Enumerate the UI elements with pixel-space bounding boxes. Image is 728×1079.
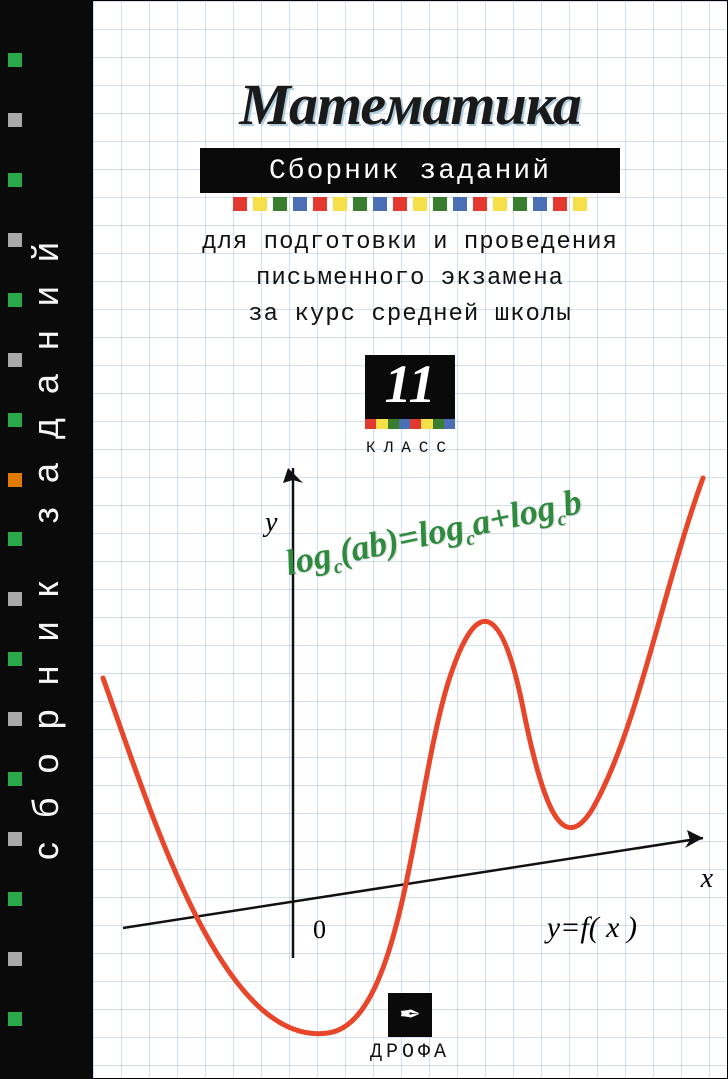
cover-content: Математика Сборник заданий для подготовк… xyxy=(93,1,727,1078)
publisher-block: ✒ ДРОФА xyxy=(370,993,450,1064)
grade-color-cell xyxy=(365,419,376,429)
cover-page: Математика Сборник заданий для подготовк… xyxy=(92,0,728,1079)
grade-color-cell xyxy=(410,419,421,429)
color-square xyxy=(333,197,347,211)
spine-square xyxy=(8,532,22,546)
color-square xyxy=(533,197,547,211)
color-square xyxy=(413,197,427,211)
color-square xyxy=(353,197,367,211)
grade-label: КЛАСС xyxy=(365,439,455,457)
spine-square xyxy=(8,832,22,846)
grade-color-row xyxy=(365,419,455,429)
function-label: y=f( x ) xyxy=(547,911,637,945)
color-square xyxy=(493,197,507,211)
spine-square xyxy=(8,1012,22,1026)
color-square xyxy=(253,197,267,211)
spine-color-squares xyxy=(8,0,22,1079)
spine-square xyxy=(8,772,22,786)
spine-square xyxy=(8,473,22,487)
publisher-name: ДРОФА xyxy=(370,1041,450,1064)
spine-square xyxy=(8,652,22,666)
main-title: Математика xyxy=(93,71,727,138)
subtitle-color-squares xyxy=(200,197,620,211)
desc-line-3: за курс средней школы xyxy=(93,297,727,333)
description-text: для подготовки и проведения письменного … xyxy=(93,225,727,333)
grade-color-cell xyxy=(421,419,432,429)
y-axis-label: y xyxy=(265,507,277,539)
grade-number: 11 xyxy=(365,355,455,419)
spine-square xyxy=(8,952,22,966)
color-square xyxy=(393,197,407,211)
x-axis-label: x xyxy=(701,863,713,895)
origin-label: 0 xyxy=(313,915,326,945)
publisher-logo-icon: ✒ xyxy=(388,993,432,1037)
grade-color-cell xyxy=(388,419,399,429)
color-square xyxy=(453,197,467,211)
color-square xyxy=(313,197,327,211)
color-square xyxy=(473,197,487,211)
color-square xyxy=(373,197,387,211)
spine-square xyxy=(8,353,22,367)
spine-square xyxy=(8,173,22,187)
color-square xyxy=(273,197,287,211)
spine-title: сборник заданий xyxy=(25,218,67,860)
spine-square xyxy=(8,293,22,307)
desc-line-1: для подготовки и проведения xyxy=(93,225,727,261)
spine-square xyxy=(8,53,22,67)
grade-color-cell xyxy=(433,419,444,429)
color-square xyxy=(233,197,247,211)
color-square xyxy=(293,197,307,211)
grade-badge: 11 КЛАСС xyxy=(365,355,455,457)
color-square xyxy=(513,197,527,211)
spine-square xyxy=(8,233,22,247)
spine-square xyxy=(8,892,22,906)
spine-square xyxy=(8,413,22,427)
grade-color-cell xyxy=(376,419,387,429)
subtitle-banner: Сборник заданий xyxy=(200,148,620,193)
color-square xyxy=(553,197,567,211)
spine-square xyxy=(8,712,22,726)
spine-square xyxy=(8,113,22,127)
grade-color-cell xyxy=(444,419,455,429)
grade-color-cell xyxy=(399,419,410,429)
color-square xyxy=(433,197,447,211)
color-square xyxy=(573,197,587,211)
book-spine: сборник заданий xyxy=(0,0,92,1079)
desc-line-2: письменного экзамена xyxy=(93,261,727,297)
spine-square xyxy=(8,592,22,606)
